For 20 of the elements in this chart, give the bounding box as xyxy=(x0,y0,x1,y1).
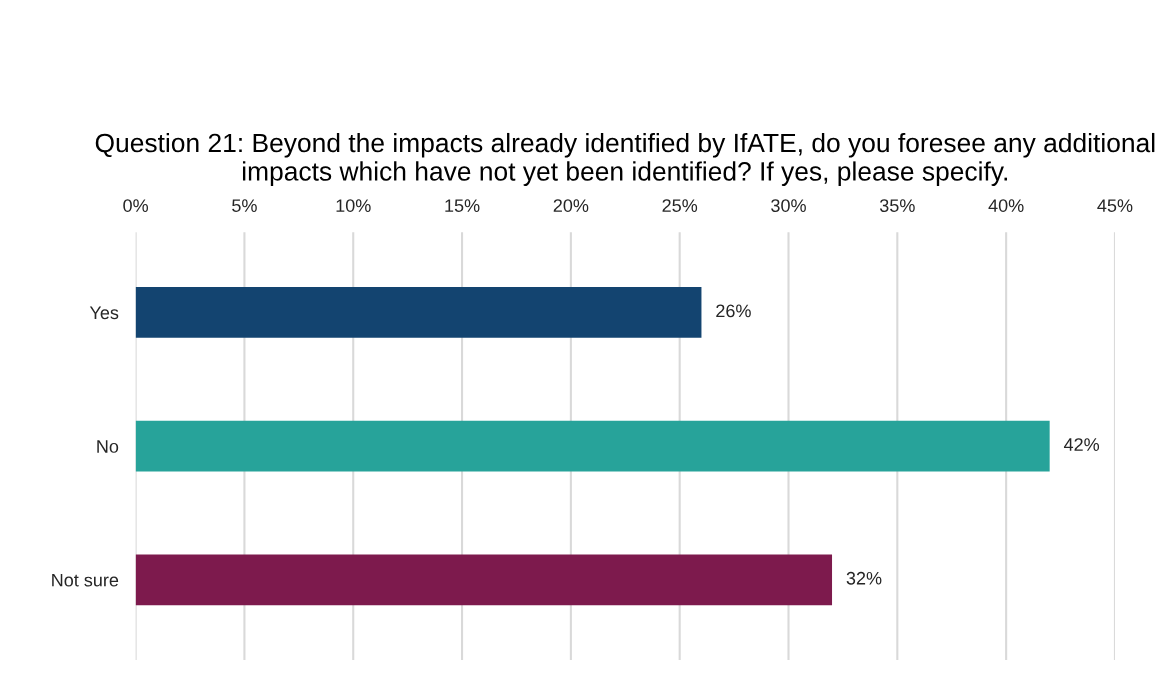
x-tick-label: 30% xyxy=(771,199,806,212)
data-label: 26% xyxy=(716,304,751,318)
y-tick-label: Yes xyxy=(89,306,119,320)
bar xyxy=(135,554,833,606)
x-tick-label: 0% xyxy=(123,199,149,212)
x-tick-label: 5% xyxy=(232,199,257,212)
x-tick-label: 35% xyxy=(879,199,915,212)
data-label: 42% xyxy=(1063,438,1100,451)
data-label: 32% xyxy=(846,571,882,585)
x-tick-label: 10% xyxy=(336,199,371,212)
x-tick-label: 25% xyxy=(662,199,698,212)
bar xyxy=(135,287,702,338)
bar xyxy=(135,420,1050,472)
x-tick-label: 40% xyxy=(988,199,1024,212)
y-tick-label: Not sure xyxy=(52,573,119,587)
chart-title: Question 21: Beyond the impacts already identified by IfATE, do you foresee any additional impacts which have not yet been identified? If yes, please specify. xyxy=(95,132,1155,186)
x-tick-label: 15% xyxy=(445,199,480,212)
y-tick-label: No xyxy=(97,440,119,453)
x-tick-label: 20% xyxy=(553,199,589,212)
x-tick-label: 45% xyxy=(1097,199,1133,212)
